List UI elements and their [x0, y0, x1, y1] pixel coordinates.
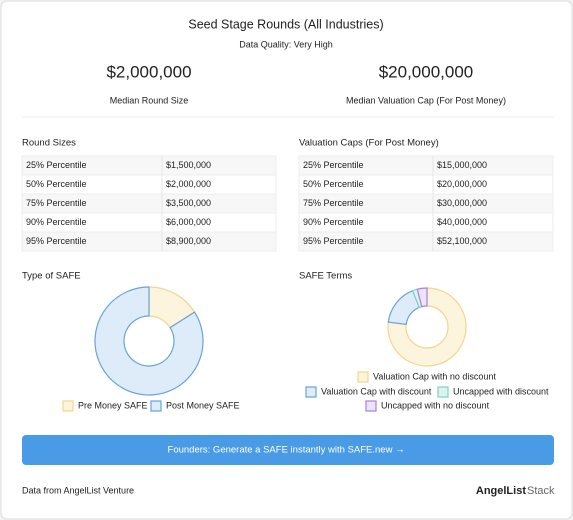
donut-slice	[416, 287, 428, 308]
table-row	[298, 231, 554, 252]
cell: $20,000,000	[437, 179, 487, 189]
cta-button[interactable]	[22, 435, 554, 465]
cell: 95% Percentile	[303, 236, 364, 246]
stat-label: Median Valuation Cap (For Post Money)	[346, 95, 506, 105]
cta-arrow[interactable]: →	[395, 445, 405, 456]
cell: $1,500,000	[166, 160, 211, 170]
cell: $3,500,000	[166, 198, 211, 208]
table-row	[21, 231, 277, 252]
stat-value: $2,000,000	[106, 62, 191, 81]
cell: $2,000,000	[166, 179, 211, 189]
cell: $40,000,000	[437, 217, 487, 227]
logo: AngelList	[476, 485, 526, 497]
legend-swatch	[150, 400, 162, 412]
cell: 90% Percentile	[26, 217, 87, 227]
cell: 75% Percentile	[26, 198, 87, 208]
legend-label: Post Money SAFE	[166, 400, 240, 410]
legend-label: Valuation Cap with no discount	[373, 371, 496, 381]
legend-label: Valuation Cap with discount	[321, 386, 432, 396]
cell: 90% Percentile	[303, 217, 364, 227]
legend-swatch	[365, 400, 377, 412]
data-quality: Data Quality: Very High	[239, 39, 333, 49]
cell: 95% Percentile	[26, 236, 87, 246]
table-title: Valuation Caps (For Post Money)	[299, 138, 439, 149]
cell: 25% Percentile	[303, 160, 364, 170]
cell: 50% Percentile	[303, 179, 364, 189]
cell: $6,000,000	[166, 217, 211, 227]
legend-label: Uncapped with discount	[453, 386, 549, 396]
table-title: Round Sizes	[22, 138, 76, 149]
chart-title: SAFE Terms	[299, 271, 352, 282]
cell: $30,000,000	[437, 198, 487, 208]
donut-slice	[387, 287, 467, 367]
cell: 50% Percentile	[26, 179, 87, 189]
logo-suffix: Stack	[527, 485, 555, 497]
stat-value: $20,000,000	[379, 62, 474, 81]
footer-source: Data from AngelList Venture	[22, 485, 134, 495]
legend-label: Uncapped with no discount	[381, 400, 490, 410]
cell: 75% Percentile	[303, 198, 364, 208]
cell: 25% Percentile	[26, 160, 87, 170]
legend-swatch	[437, 386, 449, 398]
legend-swatch	[305, 386, 317, 398]
legend-label: Pre Money SAFE	[78, 400, 148, 410]
chart-title: Type of SAFE	[22, 271, 81, 282]
cell: $52,100,000	[437, 236, 487, 246]
cta-text[interactable]: Founders: Generate a SAFE instantly with…	[168, 445, 393, 456]
donut-slice	[94, 286, 204, 396]
stat-label: Median Round Size	[110, 95, 189, 105]
title: Seed Stage Rounds (All Industries)	[188, 17, 383, 31]
cell: $15,000,000	[437, 160, 487, 170]
legend-swatch	[357, 371, 369, 383]
cell: $8,900,000	[166, 236, 211, 246]
legend-swatch	[62, 400, 74, 412]
